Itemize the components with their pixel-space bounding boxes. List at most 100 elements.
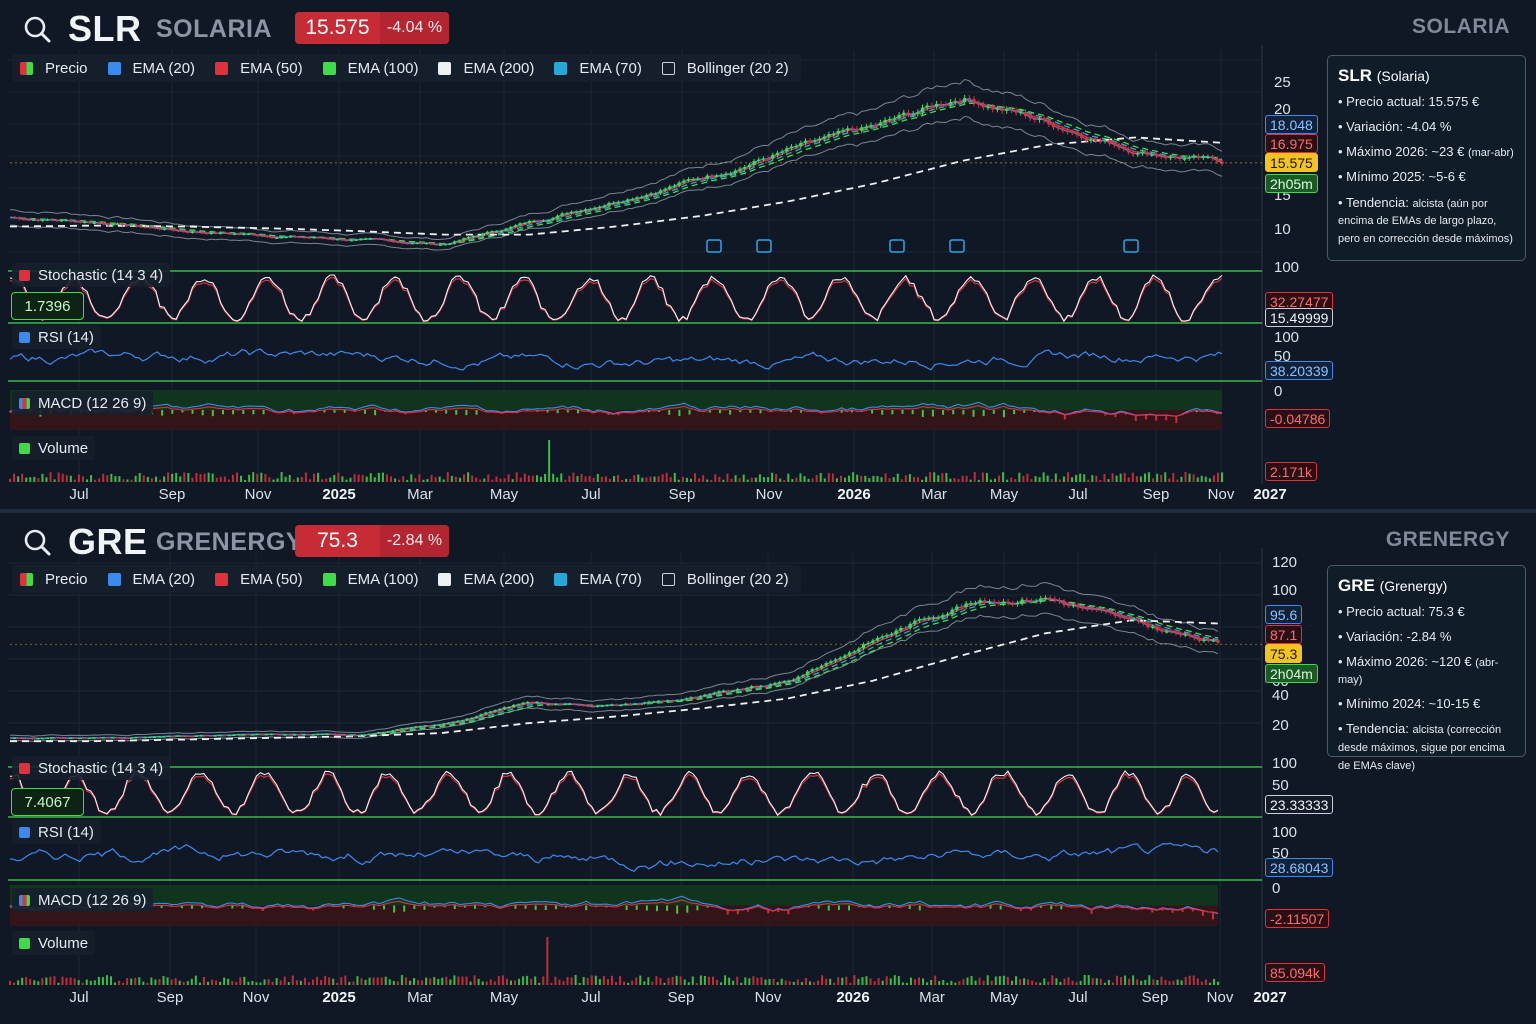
candle-body	[992, 601, 996, 603]
pane-label-text: MACD (12 26 9)	[38, 891, 147, 909]
legend-item-ema70[interactable]: EMA (70)	[554, 60, 642, 77]
volume-bar	[594, 975, 597, 985]
macd-histogram-bar	[1181, 908, 1184, 912]
candle-body	[476, 235, 480, 237]
volume-bar	[831, 473, 834, 482]
macd-histogram-bar	[1144, 414, 1147, 420]
volume-bar	[934, 975, 937, 985]
stochastic-label[interactable]: Stochastic (14 3 4)	[12, 263, 171, 287]
chart-canvas[interactable]	[0, 513, 1536, 1022]
volume-bar	[588, 475, 591, 482]
candle-body	[111, 224, 115, 226]
legend-item-ema100[interactable]: EMA (100)	[322, 60, 418, 77]
legend-item-ema200[interactable]: EMA (200)	[438, 60, 534, 77]
volume-bar	[413, 978, 416, 985]
volume-label[interactable]: Volume	[12, 931, 96, 955]
volume-bar	[41, 473, 44, 482]
volume-bar	[954, 982, 957, 985]
volume-bar	[1059, 981, 1062, 985]
candle-body	[115, 737, 119, 739]
candle-body	[31, 738, 35, 740]
volume-bar	[673, 472, 676, 482]
volume-label[interactable]: Volume	[12, 436, 96, 460]
stochastic-label[interactable]: Stochastic (14 3 4)	[12, 756, 171, 780]
legend-item-ema70[interactable]: EMA (70)	[554, 571, 642, 588]
candle-body	[626, 199, 630, 202]
stochastic-d-line	[9, 277, 1223, 323]
candle-body	[544, 703, 548, 705]
volume-bar	[267, 979, 270, 985]
volume-bar	[1156, 979, 1159, 985]
macd-histogram-bar	[374, 410, 377, 416]
volume-bar	[1079, 980, 1082, 985]
volume-bar	[364, 979, 367, 985]
candle-body	[913, 620, 917, 624]
candle-body	[390, 730, 395, 732]
ticker-symbol[interactable]: SLR	[68, 8, 142, 49]
candle-body	[875, 637, 880, 641]
candle-body	[339, 734, 343, 737]
legend-item-bollinger[interactable]: Bollinger (20 2)	[661, 571, 789, 588]
chart-canvas[interactable]	[0, 0, 1536, 509]
time-axis[interactable]: Jul Sep Nov 2025 Mar May Jul Sep Nov 202…	[0, 486, 1300, 506]
candle-body	[663, 188, 667, 191]
time-axis-label: Jul	[1068, 989, 1088, 1006]
volume-bar	[849, 982, 852, 985]
volume-bar	[296, 477, 299, 482]
volume-bar	[1062, 476, 1065, 482]
volume-bar	[848, 475, 851, 482]
volume-bar	[1006, 976, 1009, 985]
volume-bar	[631, 980, 634, 985]
legend-item-bollinger[interactable]: Bollinger (20 2)	[661, 60, 789, 77]
macd-label[interactable]: MACD (12 26 9)	[12, 391, 154, 415]
candle-body	[378, 238, 382, 240]
macd-histogram-bar	[739, 410, 742, 413]
search-icon[interactable]	[22, 14, 52, 44]
candle-body	[214, 232, 218, 235]
volume-bar	[728, 977, 731, 985]
candle-body	[1023, 112, 1028, 116]
candle-body	[959, 606, 964, 608]
volume-bar	[126, 978, 129, 985]
candle-body	[605, 705, 609, 707]
rsi-axis-label: 0	[1272, 880, 1281, 897]
rsi-label[interactable]: RSI (14)	[12, 820, 101, 844]
candle-body	[1151, 626, 1155, 628]
legend-item-ema200[interactable]: EMA (200)	[438, 571, 534, 588]
candle-body	[1150, 154, 1154, 156]
candle-body	[1145, 151, 1149, 155]
legend-item-ema50[interactable]: EMA (50)	[215, 60, 303, 77]
candle-body	[83, 737, 87, 740]
macd-label[interactable]: MACD (12 26 9)	[12, 888, 154, 912]
time-axis[interactable]: Jul Sep Nov 2025 Mar May Jul Sep Nov 202…	[0, 989, 1300, 1009]
legend-item-price[interactable]: Precio	[20, 571, 88, 588]
candle-body	[815, 668, 819, 670]
volume-bar	[1031, 980, 1034, 985]
legend-item-ema20[interactable]: EMA (20)	[107, 60, 195, 77]
volume-bar	[710, 479, 713, 482]
candle-body	[978, 600, 982, 604]
legend-item-ema50[interactable]: EMA (50)	[215, 571, 303, 588]
candle-body	[222, 734, 227, 737]
volume-bar	[352, 981, 355, 985]
ticker-symbol[interactable]: GRE	[68, 521, 148, 562]
candle-body	[610, 704, 614, 706]
candle-body	[680, 699, 684, 701]
volume-bar	[677, 479, 680, 482]
volume-bar	[174, 978, 177, 985]
rsi-label[interactable]: RSI (14)	[12, 325, 101, 349]
volume-bar	[905, 982, 908, 985]
volume-bar	[711, 976, 714, 985]
volume-bar	[1115, 475, 1118, 482]
macd-histogram-bar	[759, 410, 762, 414]
legend-item-ema20[interactable]: EMA (20)	[107, 571, 195, 588]
candle-body	[232, 734, 236, 736]
volume-bar	[235, 472, 238, 482]
search-icon[interactable]	[22, 527, 52, 557]
legend-item-ema100[interactable]: EMA (100)	[322, 571, 418, 588]
candle-body	[481, 233, 485, 236]
candle-body	[438, 244, 443, 246]
volume-bar	[1152, 478, 1155, 482]
volume-bar	[657, 476, 660, 482]
legend-item-price[interactable]: Precio	[20, 60, 88, 77]
